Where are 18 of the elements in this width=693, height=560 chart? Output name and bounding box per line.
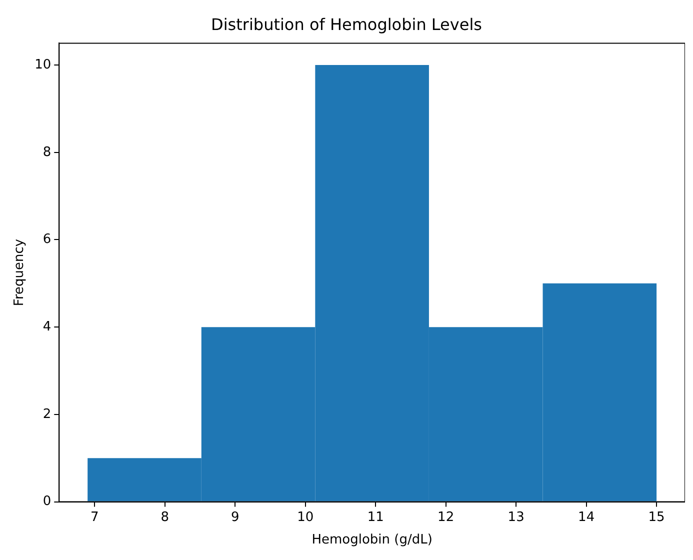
x-tick-label: 11 — [367, 510, 384, 525]
x-tick-label: 12 — [438, 510, 454, 525]
y-tick-label: 2 — [42, 406, 52, 422]
chart-title: Distribution of Hemoglobin Levels — [211, 14, 482, 34]
x-tick-label: 10 — [297, 510, 314, 525]
y-tick-label: 6 — [42, 232, 52, 248]
x-tick-label: 13 — [508, 510, 524, 525]
x-tick-label: 14 — [578, 510, 595, 525]
x-tick-label: 15 — [648, 510, 665, 525]
x-tick-label: 7 — [90, 510, 99, 525]
y-tick-label: 0 — [42, 494, 52, 510]
y-tick-label: 8 — [42, 144, 52, 160]
x-tick-label: 9 — [230, 510, 240, 525]
y-tick-label: 4 — [42, 319, 52, 334]
y-tick-label: 10 — [34, 57, 52, 72]
x-tick-label: 8 — [160, 510, 169, 525]
x-axis-title: Hemoglobin (g/dL) — [312, 532, 432, 548]
y-axis-title: Frequency — [12, 238, 28, 306]
